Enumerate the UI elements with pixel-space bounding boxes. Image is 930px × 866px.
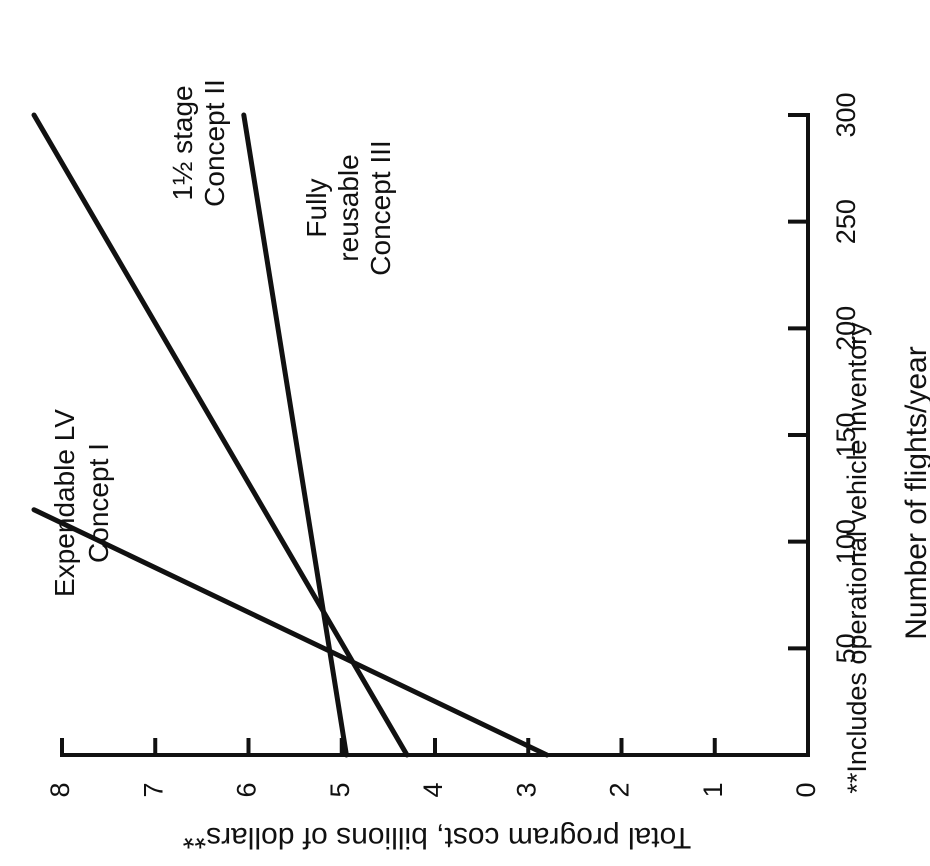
series-label-1: Expendable LV — [49, 409, 80, 597]
series-label-1: Concept I — [83, 443, 114, 563]
series-line-3 — [241, 112, 349, 758]
y-ticks: 0 1 2 3 4 5 6 7 8 — [45, 738, 821, 798]
y-axis-title: Total program cost, billions of dollars*… — [182, 821, 691, 854]
footnote: **Includes operational vehicle inventory — [842, 322, 872, 794]
x-tick-label: 150 — [831, 412, 861, 457]
x-tick-label: 50 — [831, 633, 861, 663]
series-labels: Expendable LV Concept I1½ stage Concept II… — [49, 79, 396, 597]
x-tick-label: 300 — [831, 92, 861, 137]
y-tick-label: 3 — [511, 782, 541, 797]
series-line-1 — [31, 507, 550, 758]
x-tick-label: 250 — [831, 199, 861, 244]
series-label-2: Concept II — [199, 79, 230, 207]
rotated-labels: Number of flights/year **Includes operat… — [49, 79, 930, 793]
x-tick-label: 100 — [831, 519, 861, 564]
y-tick-label: 0 — [791, 782, 821, 797]
y-tick-label: 6 — [232, 782, 262, 797]
x-ticks: 50 100 150 200 250 300 — [788, 92, 861, 663]
series-label-3: reusable — [333, 154, 364, 261]
y-tick-label: 7 — [138, 782, 168, 797]
y-axis-title-wrap: Total program cost, billions of dollars*… — [182, 821, 691, 854]
y-tick-label: 5 — [325, 782, 355, 797]
series-label-2: 1½ stage — [167, 85, 198, 200]
series-line-2 — [31, 112, 410, 758]
y-tick-label: 1 — [698, 782, 728, 797]
series-label-3: Concept III — [365, 140, 396, 275]
x-axis-title: Number of flights/year — [900, 346, 930, 639]
plot-area: 50 100 150 200 250 300 0 1 2 3 4 5 6 7 8 — [31, 92, 861, 798]
y-tick-label: 2 — [605, 782, 635, 797]
y-tick-label: 4 — [418, 782, 448, 797]
series-label-3: Fully — [301, 178, 332, 237]
x-tick-label: 200 — [831, 306, 861, 351]
series-lines — [31, 112, 550, 758]
y-tick-label: 8 — [45, 782, 75, 797]
